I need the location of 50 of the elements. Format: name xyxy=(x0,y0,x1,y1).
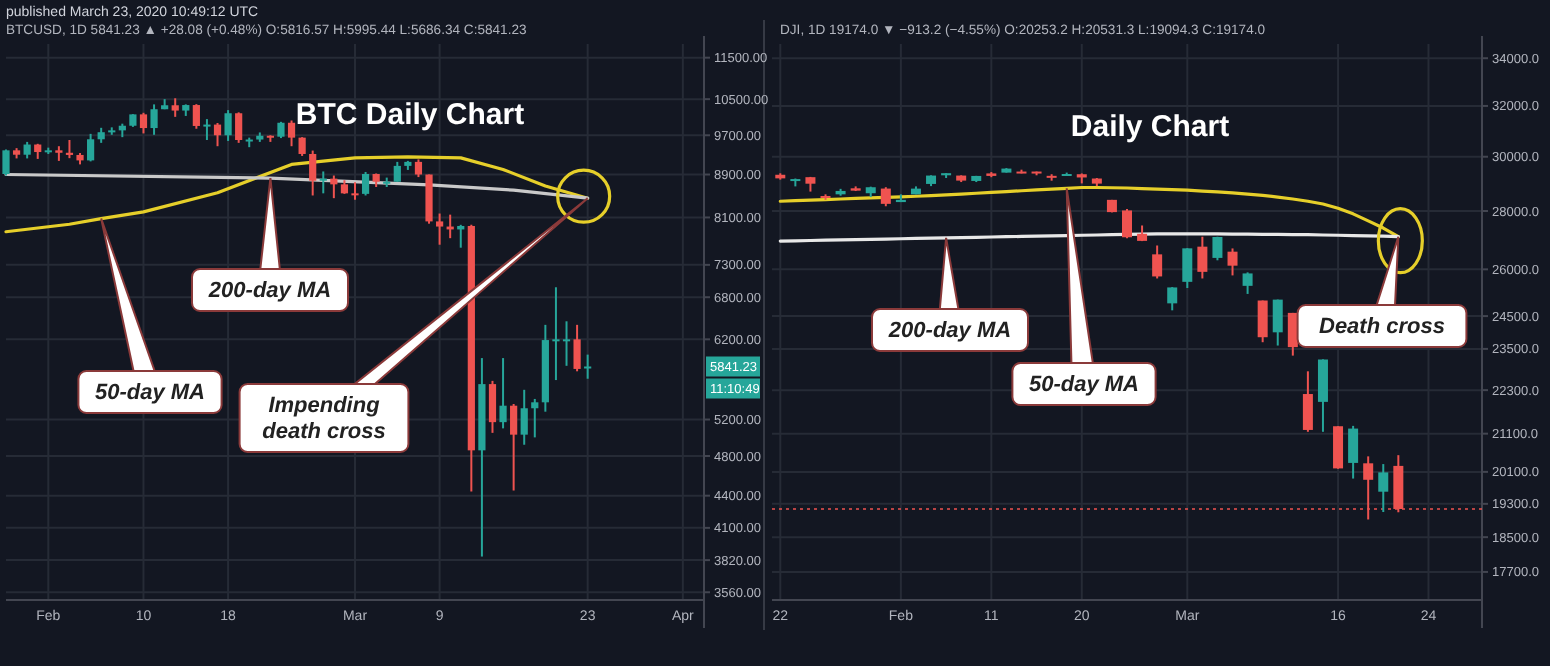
candlestick xyxy=(520,388,528,446)
candlestick xyxy=(1197,235,1208,280)
text: 200-day MA xyxy=(886,319,1012,343)
text: 200-day MA xyxy=(206,279,332,303)
candlestick xyxy=(319,170,327,195)
candlestick xyxy=(499,357,507,430)
annotation: Impending death cross xyxy=(262,394,386,444)
candlestick xyxy=(1287,311,1298,357)
candlestick xyxy=(298,136,306,157)
candlestick xyxy=(203,118,211,141)
candlestick xyxy=(361,170,370,197)
candlestick xyxy=(1317,358,1328,433)
candlestick xyxy=(213,121,222,148)
candlestick xyxy=(87,132,95,163)
candlestick xyxy=(139,111,148,135)
candlestick xyxy=(309,149,317,197)
annotation: Death cross xyxy=(1319,315,1445,339)
candlestick xyxy=(1348,424,1359,480)
candlestick xyxy=(573,323,581,373)
candlestick xyxy=(1122,208,1132,240)
candlestick xyxy=(880,186,891,208)
candlestick xyxy=(1242,271,1253,295)
candlestick xyxy=(425,173,433,225)
candlestick xyxy=(351,181,359,201)
candlestick xyxy=(287,119,296,148)
text: Daily Chart xyxy=(1070,110,1230,144)
candlestick xyxy=(1272,298,1283,347)
candlestick xyxy=(488,379,497,434)
text: 50-day MA xyxy=(94,381,206,405)
candlestick xyxy=(1182,247,1193,290)
candlestick xyxy=(1257,299,1268,344)
candlestick xyxy=(531,397,539,439)
candlestick xyxy=(1227,247,1238,277)
candlestick xyxy=(1302,370,1313,433)
candlestick xyxy=(584,353,592,380)
text: BTC Daily Chart xyxy=(295,98,525,132)
text: 50-day MA xyxy=(1028,373,1140,397)
candlestick xyxy=(150,103,158,136)
candlestick xyxy=(436,212,444,246)
candlestick xyxy=(2,148,10,177)
candlestick xyxy=(171,97,179,118)
candlestick xyxy=(235,111,243,144)
candlestick xyxy=(393,160,401,183)
candlestick xyxy=(510,403,518,492)
candlestick xyxy=(224,109,232,142)
candlestick xyxy=(1167,286,1178,312)
candlestick xyxy=(1333,425,1344,470)
candlestick xyxy=(1152,244,1163,280)
candlestick xyxy=(192,103,200,130)
candlestick xyxy=(1378,463,1389,514)
